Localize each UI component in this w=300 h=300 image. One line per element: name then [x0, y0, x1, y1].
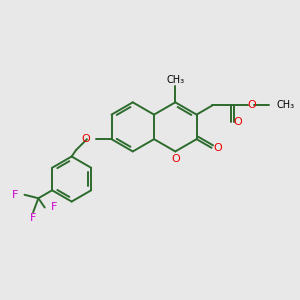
Text: O: O	[82, 134, 90, 144]
Text: O: O	[171, 154, 180, 164]
Text: CH₃: CH₃	[166, 75, 184, 85]
Text: F: F	[12, 190, 19, 200]
Text: F: F	[50, 202, 57, 212]
Text: O: O	[248, 100, 256, 110]
Text: F: F	[30, 214, 36, 224]
Text: CH₃: CH₃	[277, 100, 295, 110]
Text: O: O	[214, 143, 222, 153]
Text: O: O	[233, 117, 242, 127]
